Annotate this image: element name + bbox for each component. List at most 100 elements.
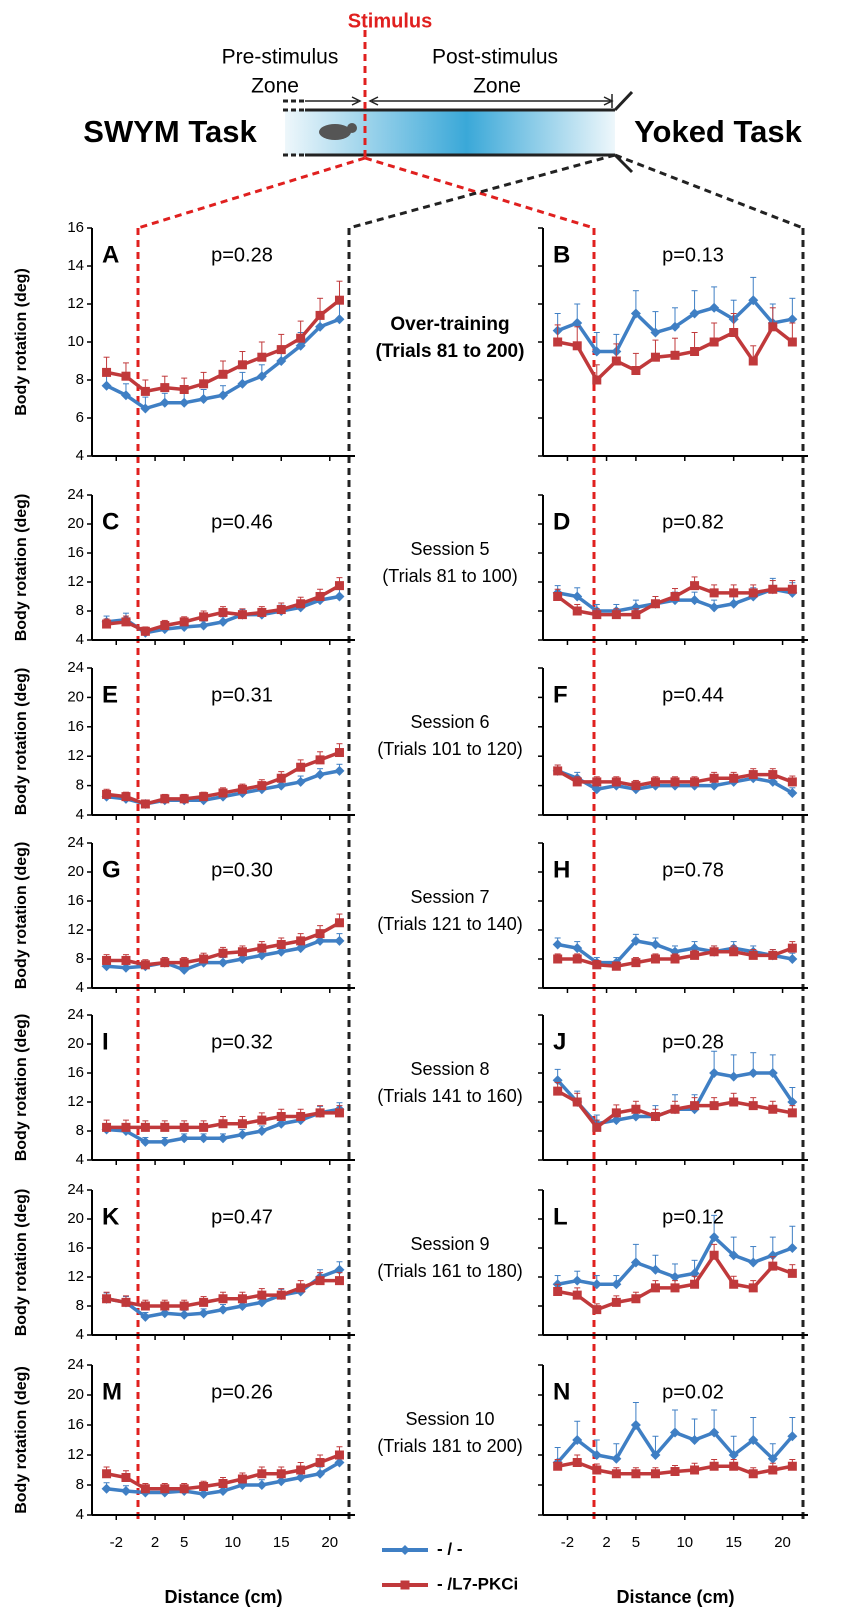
marker xyxy=(592,610,602,620)
condition-label: Session 8 xyxy=(410,1059,489,1079)
x-tick-label: -2 xyxy=(561,1534,574,1551)
y-axis-label: Body rotation (deg) xyxy=(13,268,30,416)
marker xyxy=(140,1136,151,1147)
pre-zone-label: Zone xyxy=(251,75,299,98)
marker xyxy=(276,1118,287,1129)
marker xyxy=(276,1469,286,1479)
marker xyxy=(572,1435,583,1445)
marker xyxy=(729,588,739,598)
y-axis-label: Body rotation (deg) xyxy=(13,1014,30,1162)
marker xyxy=(140,960,150,970)
marker xyxy=(650,1112,660,1121)
y-tick-label: 20 xyxy=(67,515,84,532)
marker xyxy=(787,1461,797,1471)
y-tick-label: 8 xyxy=(76,950,84,967)
p-value: p=0.46 xyxy=(211,511,273,533)
marker xyxy=(315,310,325,320)
marker xyxy=(787,584,797,594)
marker xyxy=(630,1420,641,1430)
marker xyxy=(179,617,189,627)
marker xyxy=(768,950,778,960)
marker xyxy=(296,1465,306,1475)
marker xyxy=(276,780,287,791)
marker xyxy=(592,375,602,385)
p-value: p=0.78 xyxy=(662,859,724,881)
marker xyxy=(315,935,326,946)
marker xyxy=(276,345,286,355)
marker xyxy=(650,777,660,787)
y-tick-label: 8 xyxy=(76,1122,84,1139)
marker xyxy=(334,581,344,591)
marker xyxy=(102,955,112,965)
marker xyxy=(787,777,797,787)
marker xyxy=(218,369,228,379)
marker xyxy=(334,935,345,946)
marker xyxy=(102,789,112,799)
marker xyxy=(611,1115,622,1126)
marker xyxy=(334,295,344,305)
marker xyxy=(630,1257,641,1268)
marker xyxy=(572,954,582,964)
marker xyxy=(650,599,660,609)
y-tick-label: 4 xyxy=(76,1506,84,1523)
marker xyxy=(400,1545,410,1555)
marker xyxy=(591,1450,602,1460)
y-tick-label: 4 xyxy=(76,631,84,648)
y-tick-label: 8 xyxy=(76,1476,84,1493)
marker xyxy=(315,755,325,765)
marker xyxy=(102,1122,112,1132)
marker xyxy=(257,352,267,362)
y-tick-label: 16 xyxy=(67,219,84,236)
panel-letter: F xyxy=(553,681,568,708)
marker xyxy=(218,1119,228,1129)
marker xyxy=(256,950,267,961)
mouse-head xyxy=(347,123,357,133)
marker xyxy=(690,950,700,960)
marker xyxy=(218,948,228,958)
marker xyxy=(690,347,700,356)
marker xyxy=(160,1301,170,1311)
marker xyxy=(670,954,680,964)
marker xyxy=(767,776,778,787)
marker xyxy=(140,626,150,636)
marker xyxy=(611,1453,622,1464)
post-zone-label: Post-stimulus xyxy=(432,46,558,69)
marker xyxy=(572,341,582,351)
marker xyxy=(295,776,306,787)
marker xyxy=(218,607,228,617)
marker xyxy=(315,769,326,780)
marker xyxy=(334,1108,344,1118)
p-value: p=0.12 xyxy=(662,1206,724,1228)
y-tick-label: 4 xyxy=(76,1326,84,1343)
marker xyxy=(256,1297,267,1308)
marker xyxy=(611,777,621,787)
condition-label: (Trials 181 to 200) xyxy=(377,1436,522,1456)
marker xyxy=(198,620,209,631)
marker xyxy=(690,1279,700,1289)
y-tick-label: 4 xyxy=(76,806,84,823)
marker xyxy=(237,1294,247,1304)
marker xyxy=(276,1476,287,1487)
marker xyxy=(257,1115,267,1125)
marker xyxy=(729,1461,739,1471)
marker xyxy=(237,784,247,794)
marker xyxy=(179,1309,190,1320)
y-tick-label: 24 xyxy=(67,1181,84,1198)
marker xyxy=(670,1467,680,1476)
panel-letter: N xyxy=(553,1378,570,1405)
marker xyxy=(198,1133,209,1144)
marker xyxy=(592,1305,602,1315)
post-zone-label: Zone xyxy=(473,75,521,98)
marker xyxy=(787,787,798,798)
y-tick-label: 8 xyxy=(76,777,84,794)
marker xyxy=(315,1108,325,1118)
condition-label: Session 9 xyxy=(410,1234,489,1254)
marker xyxy=(218,957,229,968)
marker xyxy=(237,1474,247,1484)
marker xyxy=(120,390,131,401)
marker xyxy=(748,588,758,598)
marker xyxy=(276,946,287,957)
marker xyxy=(199,1297,209,1307)
y-tick-label: 8 xyxy=(76,602,84,619)
marker xyxy=(296,1283,306,1293)
